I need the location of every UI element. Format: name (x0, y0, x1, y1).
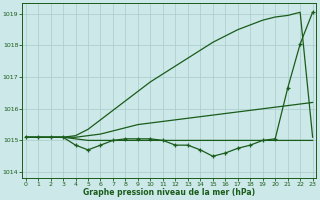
X-axis label: Graphe pression niveau de la mer (hPa): Graphe pression niveau de la mer (hPa) (83, 188, 255, 197)
